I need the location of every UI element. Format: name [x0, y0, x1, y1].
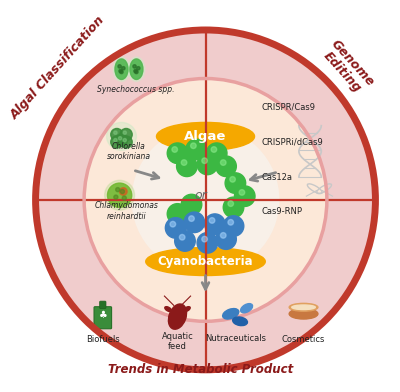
Circle shape [118, 136, 122, 140]
Ellipse shape [156, 122, 254, 151]
Circle shape [202, 236, 207, 242]
Text: Algae: Algae [184, 130, 227, 143]
Circle shape [190, 143, 196, 149]
Circle shape [120, 189, 124, 194]
FancyBboxPatch shape [94, 307, 112, 329]
Circle shape [105, 180, 134, 210]
Text: Trends in Metabolic Product: Trends in Metabolic Product [108, 363, 294, 376]
Ellipse shape [106, 122, 136, 151]
Ellipse shape [289, 303, 318, 311]
Circle shape [120, 70, 123, 74]
Text: Algal Classification: Algal Classification [8, 13, 108, 122]
Circle shape [36, 30, 376, 370]
Text: Cyanobacteria: Cyanobacteria [158, 255, 253, 268]
Circle shape [135, 70, 138, 74]
Circle shape [211, 147, 217, 152]
Circle shape [133, 127, 278, 273]
Circle shape [122, 196, 126, 200]
Text: Chlamydomonas
reinhardtii: Chlamydomonas reinhardtii [94, 201, 158, 221]
Circle shape [133, 65, 136, 68]
Text: CRISPR/Cas9: CRISPR/Cas9 [262, 102, 316, 111]
Circle shape [120, 136, 132, 148]
Circle shape [216, 156, 236, 176]
Ellipse shape [184, 307, 190, 312]
Ellipse shape [233, 317, 248, 326]
Circle shape [120, 188, 127, 195]
Ellipse shape [292, 305, 315, 310]
Circle shape [165, 218, 186, 238]
Circle shape [179, 234, 185, 240]
Circle shape [175, 231, 195, 251]
Circle shape [122, 67, 125, 70]
Circle shape [220, 232, 226, 238]
Text: CRISPRi/dCas9: CRISPRi/dCas9 [262, 138, 323, 147]
Circle shape [223, 197, 244, 218]
Circle shape [176, 156, 197, 176]
Circle shape [116, 188, 120, 192]
Text: Cas12a: Cas12a [262, 173, 292, 182]
Ellipse shape [130, 59, 143, 80]
Ellipse shape [113, 57, 130, 81]
Circle shape [186, 139, 206, 160]
Circle shape [84, 78, 327, 321]
Circle shape [172, 147, 178, 152]
Circle shape [181, 160, 187, 165]
Circle shape [119, 69, 122, 73]
Circle shape [111, 136, 123, 148]
Circle shape [134, 69, 137, 73]
Ellipse shape [146, 247, 265, 276]
Text: Synechococcus spp.: Synechococcus spp. [97, 85, 174, 94]
Circle shape [167, 143, 188, 163]
Ellipse shape [165, 307, 172, 312]
Circle shape [111, 129, 123, 141]
Circle shape [123, 138, 126, 142]
Circle shape [114, 195, 118, 199]
Circle shape [197, 232, 218, 253]
Text: or: or [194, 189, 207, 202]
Circle shape [181, 194, 202, 215]
Circle shape [167, 203, 188, 224]
Circle shape [216, 229, 236, 249]
Circle shape [123, 131, 126, 134]
Circle shape [202, 158, 207, 163]
Circle shape [189, 216, 194, 221]
Circle shape [220, 160, 226, 165]
Text: Chlorella
sorokiniana: Chlorella sorokiniana [107, 142, 151, 161]
Circle shape [228, 201, 234, 207]
Ellipse shape [128, 57, 145, 81]
Ellipse shape [168, 304, 186, 329]
Circle shape [120, 129, 132, 141]
Ellipse shape [115, 59, 128, 80]
FancyBboxPatch shape [100, 301, 106, 309]
Circle shape [118, 65, 121, 68]
Text: Biofuels: Biofuels [86, 336, 120, 345]
Circle shape [114, 138, 117, 142]
Text: Cas9-RNP: Cas9-RNP [262, 207, 302, 216]
Text: Genome
Editing: Genome Editing [318, 37, 377, 98]
Ellipse shape [223, 309, 239, 319]
Circle shape [137, 67, 140, 70]
Circle shape [209, 218, 215, 223]
Text: Aquatic
feed: Aquatic feed [162, 332, 193, 351]
Ellipse shape [289, 309, 318, 319]
Circle shape [230, 176, 235, 182]
Ellipse shape [241, 304, 252, 313]
Circle shape [197, 154, 218, 175]
Circle shape [223, 216, 244, 236]
Circle shape [170, 221, 176, 227]
Circle shape [206, 143, 227, 163]
Circle shape [204, 214, 225, 234]
Text: ♣: ♣ [98, 310, 107, 321]
Circle shape [114, 131, 117, 134]
Circle shape [239, 190, 245, 195]
Text: Cosmetics: Cosmetics [282, 336, 325, 345]
Circle shape [228, 220, 234, 225]
Circle shape [234, 186, 255, 207]
Circle shape [225, 173, 246, 193]
Circle shape [116, 134, 128, 146]
Text: Nutraceuticals: Nutraceuticals [205, 334, 266, 343]
Circle shape [184, 212, 204, 232]
Circle shape [108, 183, 132, 207]
